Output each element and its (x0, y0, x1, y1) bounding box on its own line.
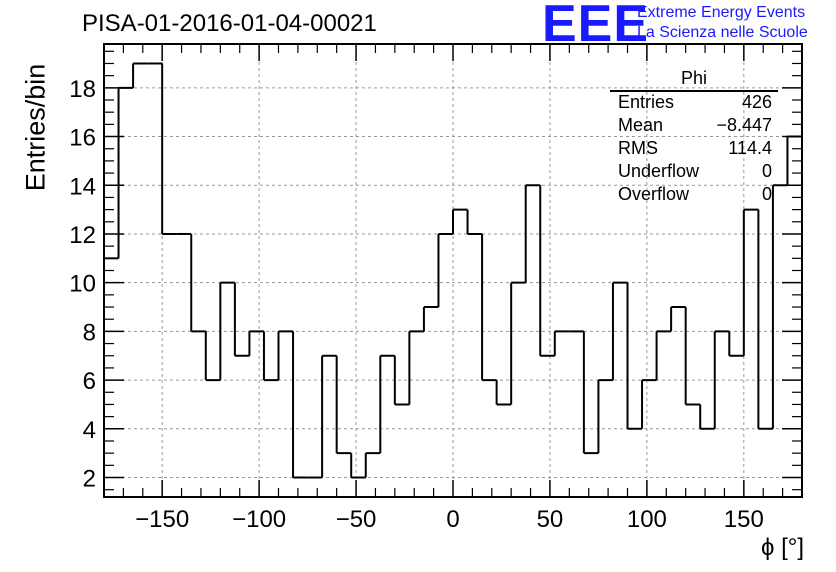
histogram-bin (335, 355, 352, 455)
histogram-bin (161, 63, 177, 235)
histogram-bin (597, 379, 613, 454)
x-tick-label: 50 (537, 506, 564, 533)
histogram-bin (495, 380, 512, 406)
histogram-bin (699, 404, 715, 430)
histogram-bin (364, 452, 381, 478)
histogram-bin (655, 330, 672, 381)
histogram-bin (132, 62, 148, 88)
y-tick-label: 6 (83, 368, 96, 395)
histogram-bin (582, 331, 599, 455)
histogram-bin (408, 330, 424, 405)
x-tick-label: −100 (232, 506, 286, 533)
stats-value: 426 (741, 92, 772, 112)
histogram-bin (553, 330, 570, 356)
tick-labels: −150 −100 −50 0 50 100 150 2 4 6 8 10 12 14 16 18 (69, 76, 764, 533)
histogram-bin (626, 282, 643, 430)
histogram-bin (452, 208, 468, 234)
stats-row-entries: Entries 426 (610, 92, 778, 115)
stats-value: 114.4 (728, 138, 772, 158)
histogram-bin (510, 281, 526, 405)
stats-row-overflow: Overflow 0 (610, 184, 778, 207)
histogram-bin (219, 281, 235, 381)
x-tick-label: −150 (135, 506, 189, 533)
histogram-bin (757, 209, 773, 430)
eee-logo: EEE (542, 0, 650, 53)
y-tick-label: 16 (69, 125, 96, 152)
histogram-bin (670, 306, 686, 332)
histogram-bin (292, 331, 308, 479)
stats-row-underflow: Underflow 0 (610, 161, 778, 184)
histogram-bin (262, 331, 279, 382)
histogram-bin (350, 453, 366, 479)
y-tick-label: 2 (83, 466, 96, 493)
y-tick-label: 14 (69, 173, 96, 200)
x-tick-label: 0 (446, 506, 459, 533)
stats-label: RMS (618, 138, 658, 158)
x-tick-label: −50 (336, 506, 377, 533)
histogram-bin (117, 86, 134, 259)
histogram-bin (233, 282, 250, 357)
histogram-bars (104, 62, 802, 479)
x-tick-label: 100 (627, 506, 667, 533)
histogram-bin (321, 354, 337, 478)
histogram-bin (248, 330, 264, 356)
stats-value: −8.447 (716, 115, 772, 135)
stats-row-rms: RMS 114.4 (610, 138, 778, 161)
histogram-bin (422, 306, 439, 332)
histogram-bin (466, 209, 483, 235)
stats-label: Overflow (618, 184, 690, 204)
axis-ticks (103, 44, 803, 497)
y-tick-label: 8 (83, 319, 96, 346)
y-tick-label: 4 (83, 417, 96, 444)
histogram-bin (277, 330, 294, 381)
histogram-bin (481, 233, 497, 382)
plot-frame (103, 43, 803, 498)
stats-label: Underflow (618, 161, 700, 181)
histogram-bin (742, 208, 759, 356)
stats-value: 0 (761, 184, 772, 204)
histogram-bin (190, 233, 206, 333)
stats-value: 0 (761, 161, 772, 181)
y-tick-label: 18 (69, 76, 96, 103)
histogram-bin (771, 184, 788, 429)
histogram-bin (437, 232, 453, 308)
stats-box: Phi Entries 426 Mean −8.447 RMS 114.4 Un… (610, 68, 778, 207)
stats-label: Mean (618, 115, 664, 135)
stats-title: Phi (610, 68, 778, 92)
histogram-bin (684, 307, 701, 406)
stats-row-mean: Mean −8.447 (610, 115, 778, 138)
histogram-bin (379, 354, 395, 454)
histogram-bin (713, 330, 730, 429)
y-axis-label: Entries/bin (20, 63, 51, 192)
histogram-bin (204, 331, 221, 382)
stats-label: Entries (618, 92, 675, 112)
y-tick-label: 12 (69, 222, 96, 249)
histogram-bin (728, 331, 744, 357)
histogram-bin (539, 185, 555, 357)
logo-text-line1: Extreme Energy Events (637, 4, 806, 21)
chart-title: PISA-01-2016-01-04-00021 (82, 10, 377, 37)
logo-text-line2: La Scienza nelle Scuole (637, 24, 808, 41)
histogram-bin (611, 281, 628, 381)
histogram-bin (786, 135, 802, 186)
histogram-bin (641, 379, 657, 429)
histogram-bin (393, 355, 410, 406)
x-axis-label: ϕ [°] (760, 534, 804, 561)
histogram-bin (524, 184, 541, 283)
x-tick-label: 150 (724, 506, 764, 533)
y-tick-label: 10 (69, 271, 96, 298)
